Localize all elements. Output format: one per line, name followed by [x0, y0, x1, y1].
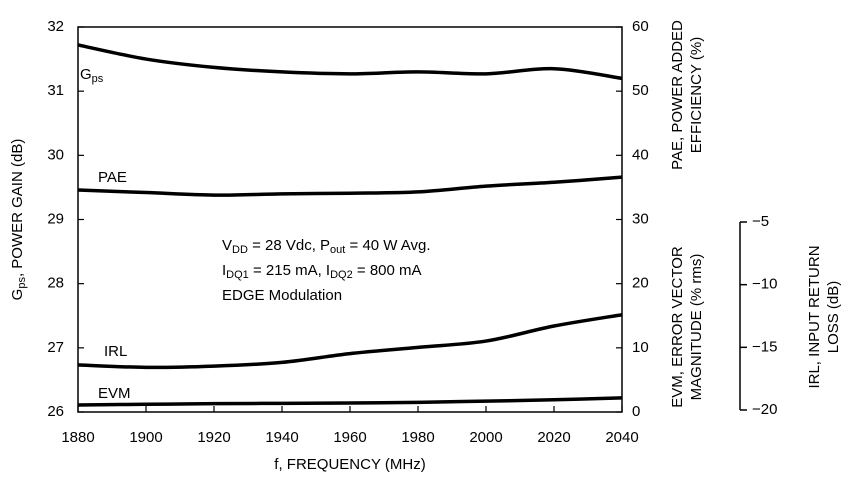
series-line: [77, 396, 623, 407]
y-axis-label-part: , POWER GAIN (dB): [9, 139, 26, 277]
y2-axis-label: EVM, ERROR VECTOR: [669, 246, 686, 408]
y3-axis-label: IRL, INPUT RETURN: [806, 245, 823, 388]
y-tick-label: 30: [47, 146, 64, 163]
y-tick-label: 29: [47, 210, 64, 227]
y-tick-label: 28: [47, 275, 64, 292]
y-tick-label: 26: [47, 403, 64, 420]
annotation: VDD = 28 Vdc, Pout = 40 W Avg.: [222, 237, 431, 256]
x-tick-label: 2040: [605, 429, 638, 446]
y2-axis-label: MAGNITUDE (% rms): [688, 254, 705, 401]
y2-axis-label: PAE, POWER ADDED: [669, 20, 686, 170]
y2-tick-label: 60: [632, 18, 649, 35]
y2-tick-label: 20: [632, 275, 649, 292]
series-label: IRL: [104, 343, 127, 360]
y-tick-label: 31: [47, 82, 64, 99]
annotation-part: = 800 mA: [353, 262, 422, 279]
annotation-part: DQ2: [330, 269, 353, 281]
annotation-part: EDGE Modulation: [222, 287, 342, 304]
x-tick-label: 2020: [537, 429, 570, 446]
series-line: [77, 43, 623, 81]
annotation: EDGE Modulation: [222, 287, 342, 304]
annotation-part: DD: [232, 244, 248, 256]
y-axis-label-part: G: [9, 289, 26, 301]
series-label-part: EVM: [98, 385, 131, 402]
series-label: Gps: [80, 66, 104, 85]
annotation-part: = 28 Vdc, P: [248, 237, 330, 254]
series-line: [77, 175, 623, 197]
x-tick-label: 1960: [333, 429, 366, 446]
series-label: PAE: [98, 169, 127, 186]
annotation-part: V: [222, 237, 232, 254]
x-tick-label: 1900: [129, 429, 162, 446]
y-tick-label: 32: [47, 18, 64, 35]
y2-tick-label: 10: [632, 339, 649, 356]
y3-tick-label: −20: [752, 401, 777, 418]
y2-tick-label: 0: [632, 403, 640, 420]
x-tick-label: 1880: [61, 429, 94, 446]
y3-tick-label: −5: [752, 213, 769, 230]
y2-tick-label: 40: [632, 146, 649, 163]
series-label-part: IRL: [104, 343, 127, 360]
y-tick-label: 27: [47, 339, 64, 356]
x-axis-label: f, FREQUENCY (MHz): [274, 456, 425, 473]
series-label-part: G: [80, 66, 92, 83]
annotation: IDQ1 = 215 mA, IDQ2 = 800 mA: [222, 262, 422, 281]
annotation-part: out: [330, 244, 345, 256]
annotation-part: DQ1: [226, 269, 249, 281]
annotation-part: = 215 mA, I: [249, 262, 330, 279]
y3-axis-label: LOSS (dB): [825, 281, 842, 354]
series-label-part: PAE: [98, 169, 127, 186]
x-tick-label: 2000: [469, 429, 502, 446]
y-axis-label-part: ps: [16, 277, 28, 289]
x-tick-label: 1940: [265, 429, 298, 446]
x-tick-label: 1980: [401, 429, 434, 446]
y3-tick-label: −10: [752, 276, 777, 293]
series-label: EVM: [98, 385, 131, 402]
annotation-part: = 40 W Avg.: [345, 237, 430, 254]
y2-axis-label: EFFICIENCY (%): [688, 37, 705, 153]
series-label-part: ps: [92, 73, 104, 85]
x-tick-label: 1920: [197, 429, 230, 446]
y-axis-label: Gps, POWER GAIN (dB): [9, 139, 28, 301]
series-line: [77, 313, 623, 370]
y3-tick-label: −15: [752, 338, 777, 355]
y2-tick-label: 30: [632, 210, 649, 227]
y2-tick-label: 50: [632, 82, 649, 99]
annotation-part: I: [222, 262, 226, 279]
